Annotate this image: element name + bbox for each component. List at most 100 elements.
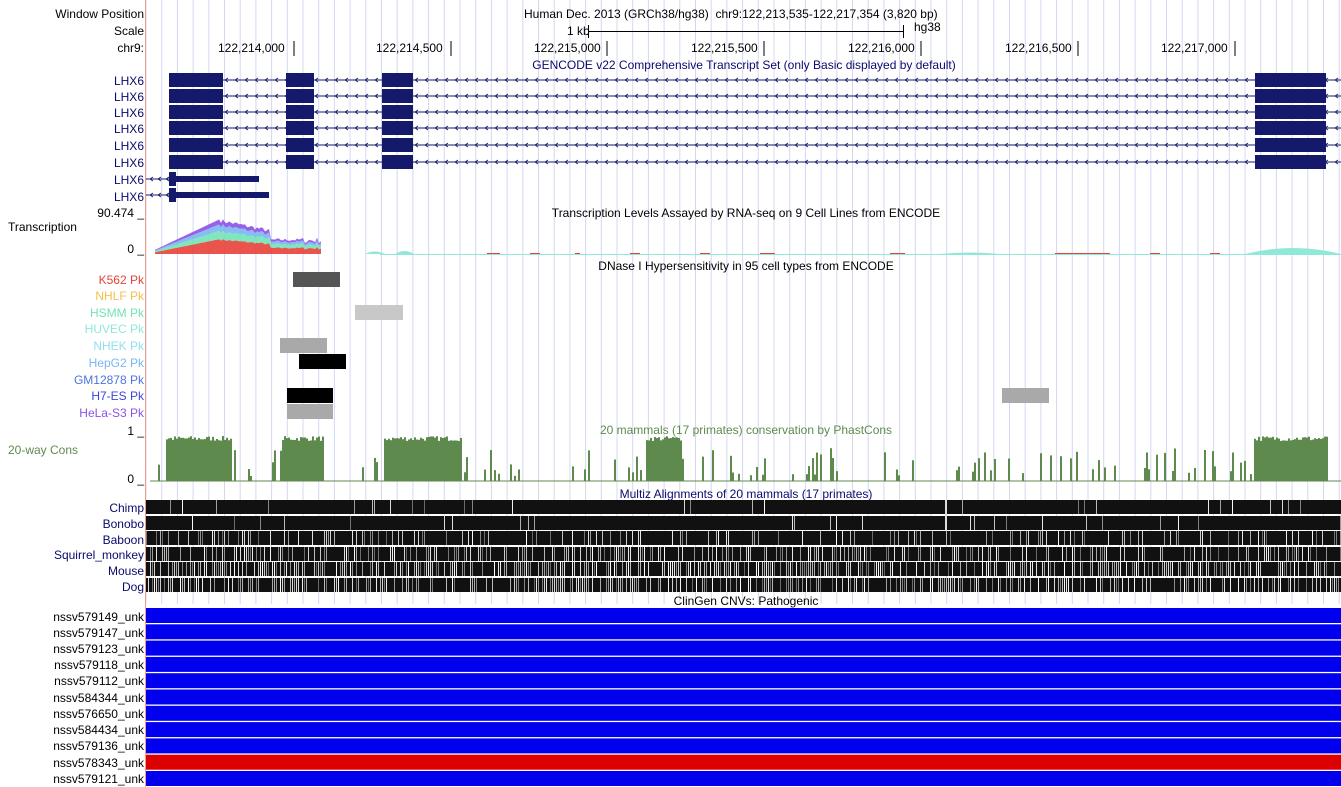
multiz-gap [780,547,781,561]
strand-arrow [594,125,599,131]
multiz-gap [982,562,983,576]
multiz-gap [678,562,679,576]
strand-arrow [474,142,479,148]
multiz-gap [1244,578,1245,592]
transcript-label[interactable]: LHX6 [113,156,144,170]
cnv-label[interactable]: nssv579149_unk [53,610,144,624]
multiz-gap [728,547,729,561]
cons-bar [498,473,500,481]
cnv-label[interactable]: nssv579112_unk [54,674,144,688]
multiz-gap [1054,562,1055,576]
multiz-gap [808,547,809,561]
multiz-gap [1072,547,1073,561]
multiz-gap [250,578,251,592]
multiz-gap [1146,578,1147,592]
multiz-track-title[interactable]: Multiz Alignments of 20 mammals (17 prim… [619,487,873,501]
strand-arrow [1244,125,1249,131]
dnase-label-k562[interactable]: K562 Pk [98,273,144,287]
cnv-label[interactable]: nssv579123_unk [53,642,144,656]
dnase-track-title[interactable]: DNase I Hypersensitivity in 95 cell type… [598,259,894,273]
cnv-label[interactable]: nssv578343_unk [53,756,144,770]
cons-bar [1214,466,1216,481]
multiz-gap [562,562,563,576]
dnase-label-nhek[interactable]: NHEK Pk [93,339,144,353]
dnase-label-h7es[interactable]: H7-ES Pk [91,389,144,403]
cons-bar [384,438,386,481]
strand-arrow [1014,159,1019,165]
species-label[interactable]: Mouse [107,564,144,578]
multiz-gap [1070,531,1071,545]
transcript-label[interactable]: LHX6 [113,122,144,136]
position-text[interactable]: chr9:122,213,535-122,217,354 (3,820 bp) [715,7,938,21]
multiz-gap [634,578,635,592]
dnase-label-hepg2[interactable]: HepG2 Pk [88,356,144,370]
multiz-gap [160,562,161,576]
strand-arrow [1054,159,1059,165]
strand-arrow [704,93,709,99]
assembly-title: Human Dec. 2013 (GRCh38/hg38) [524,7,709,21]
multiz-gap [542,578,543,592]
cnv-label[interactable]: nssv584434_unk [53,723,144,737]
transcript-label[interactable]: LHX6 [113,173,144,187]
cons-track-title[interactable]: 20 mammals (17 primates) conservation by… [599,423,893,437]
multiz-gap [588,562,589,576]
multiz-gap [604,547,605,561]
transcription-track-title[interactable]: Transcription Levels Assayed by RNA-seq … [551,206,941,220]
gencode-track-title[interactable]: GENCODE v22 Comprehensive Transcript Set… [532,58,956,72]
transcription-label[interactable]: Transcription [8,220,77,234]
species-label[interactable]: Baboon [102,533,144,547]
dnase-label-nhlf[interactable]: NHLF Pk [95,289,144,303]
dnase-label-hela[interactable]: HeLa-S3 Pk [79,406,144,420]
cons-bar [464,472,466,481]
multiz-gap [876,562,877,576]
strand-arrow [474,77,479,83]
multiz-gap [182,562,183,576]
multiz-gap [892,562,893,576]
species-label[interactable]: Squirrel_monkey [53,548,144,562]
strand-arrow [1074,109,1079,115]
cons-label[interactable]: 20-way Cons [8,443,79,457]
cons-bar [424,440,426,481]
multiz-gap [1286,547,1287,561]
strand-arrow [1064,125,1069,131]
multiz-gap [194,562,195,576]
track-image[interactable] [146,0,1341,787]
clingen-track-title[interactable]: ClinGen CNVs: Pathogenic [673,594,819,608]
multiz-gap [1064,562,1065,576]
species-label[interactable]: Bonobo [102,517,144,531]
cons-bar [1310,440,1312,481]
strand-arrow [1164,93,1169,99]
cnv-label[interactable]: nssv579118_unk [54,658,144,672]
multiz-gap [1084,531,1085,545]
multiz-gap [298,531,299,545]
transcript-label[interactable]: LHX6 [113,190,144,204]
cnv-label[interactable]: nssv576650_unk [53,707,144,721]
species-label[interactable]: Dog [121,580,144,594]
transcript-label[interactable]: LHX6 [113,90,144,104]
strand-arrow [754,142,759,148]
cnv-label[interactable]: nssv579147_unk [53,626,144,640]
dnase-label-hsmm[interactable]: HSMM Pk [90,306,144,320]
transcript-label[interactable]: LHX6 [113,106,144,120]
multiz-gap [1024,562,1025,576]
cnv-label[interactable]: nssv584344_unk [53,691,144,705]
multiz-gap [716,531,717,545]
multiz-gap [452,516,453,530]
multiz-gap [1096,578,1097,592]
multiz-gap [834,547,835,561]
cnv-label[interactable]: nssv579121_unk [53,772,144,786]
cnv-label[interactable]: nssv579136_unk [53,739,144,753]
transcript-label[interactable]: LHX6 [113,139,144,153]
strand-arrow [934,125,939,131]
cons-bar [170,437,172,481]
transcript-label[interactable]: LHX6 [113,74,144,88]
multiz-gap [200,562,201,576]
multiz-gap [710,562,711,576]
multiz-gap [470,578,471,592]
strand-arrow [944,93,949,99]
dnase-label-gm12878[interactable]: GM12878 Pk [73,373,144,387]
dnase-label-huvec[interactable]: HUVEC Pk [84,322,144,336]
species-label[interactable]: Chimp [109,501,144,515]
strand-arrow [794,109,799,115]
multiz-gap [686,578,687,592]
